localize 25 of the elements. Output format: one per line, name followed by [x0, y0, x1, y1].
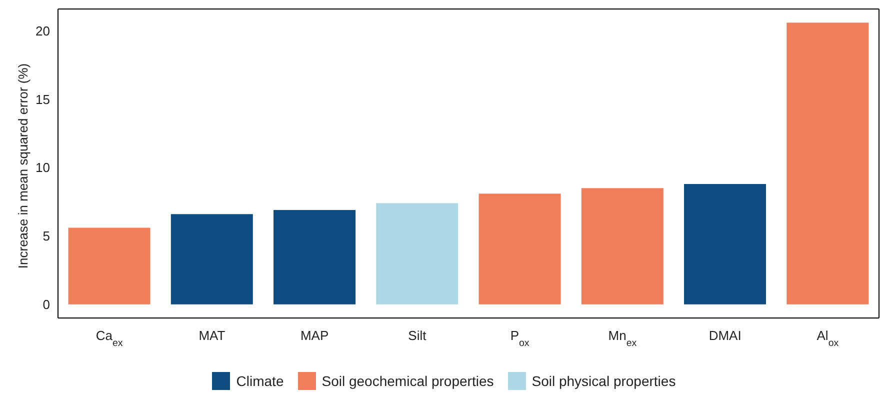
bar: [478, 194, 561, 304]
y-tick-label: 0: [42, 296, 50, 312]
y-tick-label: 20: [36, 23, 50, 38]
legend-label: Soil geochemical properties: [322, 373, 494, 389]
x-tick-label: Mn$_{ex}$: [608, 328, 637, 348]
x-tick-label: DMAI: [708, 328, 742, 343]
bar: [786, 22, 869, 304]
x-tick-label: Ca$_{ex}$: [96, 328, 123, 348]
bar: [68, 228, 150, 304]
legend-label: Soil physical properties: [532, 373, 676, 389]
bar: [581, 188, 664, 304]
x-tick-label: P$_{ox}$: [510, 328, 530, 348]
y-axis-title: Increase in mean squared error (%): [15, 63, 30, 269]
y-tick-label: 15: [36, 92, 50, 107]
legend-label: Climate: [236, 373, 284, 389]
x-tick-label: Al$_{ox}$: [816, 328, 839, 348]
x-tick-label: MAP: [300, 328, 329, 343]
bar: [274, 210, 356, 304]
y-tick-label: 10: [36, 160, 50, 176]
bar: [376, 203, 458, 304]
x-tick-label: Silt: [408, 328, 427, 343]
x-tick-label: MAT: [198, 328, 226, 343]
y-tick-label: 5: [42, 228, 50, 244]
bar: [170, 214, 253, 304]
bar: [684, 184, 766, 304]
